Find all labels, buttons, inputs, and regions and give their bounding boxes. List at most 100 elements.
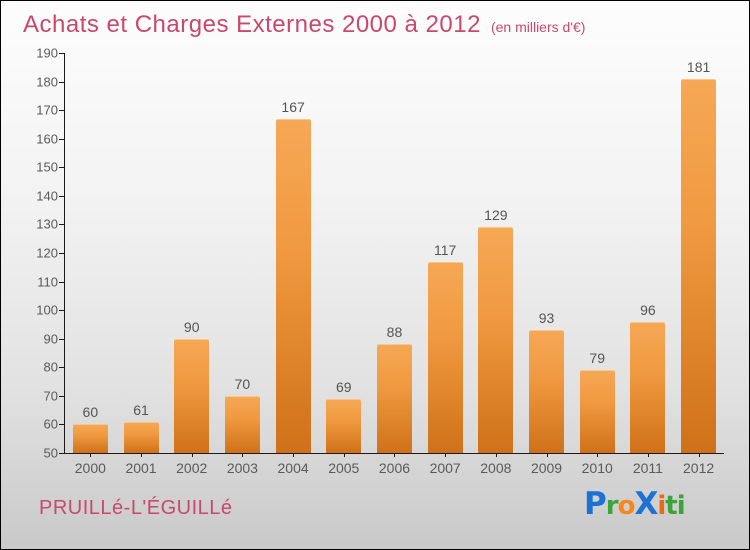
bar-slot: 88 2006 — [369, 53, 420, 476]
logo-letter: P — [584, 486, 607, 522]
bar-value-label: 181 — [686, 58, 711, 75]
x-axis-label: 2003 — [226, 460, 258, 476]
bar-slot: 117 2007 — [420, 53, 471, 476]
bar-2009 — [529, 330, 565, 453]
y-axis-tick — [59, 167, 65, 169]
y-axis-tick-label: 170 — [36, 102, 58, 118]
bar-2002 — [174, 338, 210, 453]
x-axis-tick — [242, 453, 244, 457]
y-axis-tick-label: 130 — [36, 216, 58, 232]
x-axis-tick — [445, 453, 447, 457]
bar-value-label: 79 — [589, 350, 605, 367]
location-label: PRUILLé-L'ÉGUILLé — [39, 497, 233, 519]
bar-2012 — [681, 78, 717, 453]
bar-slot: 61 2001 — [116, 53, 167, 476]
logo-letter: r — [605, 491, 619, 521]
x-axis-tick — [141, 453, 143, 457]
logo-letter: t — [665, 491, 677, 521]
bar-value-label: 93 — [538, 310, 555, 327]
bar-2005 — [326, 398, 362, 453]
bar-series: 60 2000 61 2001 90 2002 70 2003 167 2004 69 2005 88 2… — [65, 53, 724, 476]
bar-2011 — [630, 321, 666, 453]
y-axis-tick-label: 70 — [43, 388, 58, 404]
bar-value-label: 60 — [82, 404, 99, 421]
logo-letter: i — [657, 491, 666, 521]
y-axis-tick — [59, 81, 65, 83]
bar-value-label: 88 — [386, 324, 403, 341]
bar-slot: 79 2010 — [572, 53, 623, 476]
bar-slot: 181 2012 — [673, 53, 724, 476]
x-axis-tick — [293, 453, 295, 457]
x-axis-tick — [698, 453, 700, 457]
bar-slot: 96 2011 — [623, 53, 674, 476]
y-axis-tick — [59, 224, 65, 226]
x-axis-tick — [597, 453, 599, 457]
bar-2003 — [224, 395, 260, 453]
bar-value-label: 61 — [133, 401, 149, 418]
bar-slot: 129 2008 — [471, 53, 522, 476]
bar-2004 — [275, 118, 311, 453]
bar-slot: 93 2009 — [521, 53, 572, 476]
bar-value-label: 69 — [335, 378, 352, 395]
x-axis-label: 2004 — [277, 460, 309, 476]
logo-letter: o — [617, 491, 636, 521]
x-axis-label: 2002 — [176, 460, 208, 476]
bar-slot: 167 2004 — [268, 53, 319, 476]
y-axis-tick-label: 110 — [37, 274, 58, 290]
y-axis-tick-label: 120 — [36, 245, 58, 261]
bar-slot: 70 2003 — [217, 53, 268, 476]
y-axis-tick — [59, 110, 65, 112]
y-axis-tick — [59, 338, 65, 340]
plot-area: 50 60 70 80 90 100 110 120 130 140 150 160 170 180 190… — [36, 46, 724, 476]
y-axis-tick — [59, 367, 65, 369]
bar-2001 — [123, 421, 159, 453]
logo-letter: X — [634, 486, 658, 522]
y-axis-tick — [59, 138, 65, 140]
x-axis-tick — [495, 453, 497, 457]
y-axis-tick-label: 190 — [36, 45, 58, 61]
x-axis-tick — [191, 453, 193, 457]
x-axis-label: 2012 — [683, 460, 715, 476]
x-axis-label: 2001 — [125, 460, 157, 476]
bar-value-label: 96 — [640, 301, 656, 318]
chart-subtitle: (en milliers d'€) — [490, 19, 586, 35]
bar-value-label: 129 — [484, 207, 508, 224]
y-axis-tick-label: 60 — [43, 416, 58, 432]
bar-value-label: 167 — [281, 98, 305, 115]
bar-2008 — [478, 227, 514, 453]
x-axis-label: 2006 — [378, 460, 411, 476]
x-axis-tick — [343, 453, 345, 457]
bar-slot: 69 2005 — [318, 53, 369, 476]
x-axis-tick — [546, 453, 548, 457]
bar-2000 — [72, 424, 108, 453]
x-axis-label: 2011 — [632, 460, 663, 476]
y-axis-tick — [59, 253, 65, 254]
x-axis-label: 2005 — [328, 460, 360, 476]
bar-slot: 60 2000 — [65, 53, 116, 476]
x-axis-tick — [394, 453, 396, 457]
y-axis-tick — [59, 395, 65, 397]
y-axis-tick-label: 100 — [36, 302, 58, 318]
y-axis-tick — [59, 424, 65, 426]
x-axis-label: 2008 — [480, 460, 512, 476]
chart-header: Achats et Charges Externes 2000 à 2012 (… — [23, 11, 585, 39]
bar-2010 — [579, 370, 615, 453]
x-axis-label: 2010 — [581, 460, 613, 476]
bar-slot: 90 2002 — [166, 53, 217, 476]
y-axis-tick — [59, 310, 65, 312]
bar-2006 — [376, 344, 412, 453]
x-axis-tick — [90, 453, 92, 457]
bar-value-label: 90 — [183, 318, 200, 335]
y-axis-tick-label: 90 — [43, 331, 58, 347]
y-axis-tick — [59, 453, 65, 454]
chart-title: Achats et Charges Externes 2000 à 2012 — [23, 11, 481, 38]
x-axis-label: 2007 — [429, 460, 461, 476]
x-axis-label: 2009 — [530, 460, 563, 476]
x-axis-label: 2000 — [74, 460, 106, 476]
y-axis-tick-label: 50 — [43, 445, 58, 461]
y-axis-tick-label: 180 — [36, 74, 58, 90]
y-axis-tick — [59, 195, 65, 197]
x-axis-tick — [647, 453, 649, 457]
